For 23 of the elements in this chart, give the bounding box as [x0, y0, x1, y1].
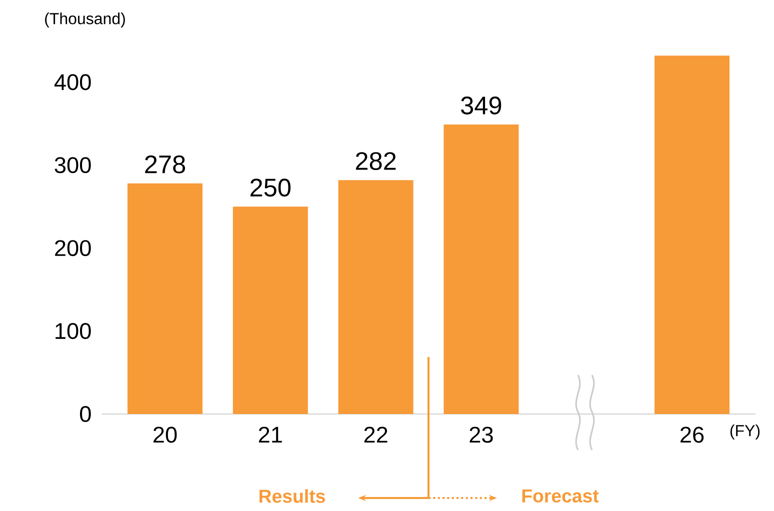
text: (Thousand)	[45, 12, 125, 28]
text: Forecast	[522, 489, 599, 503]
x-tick-label: 26	[680, 426, 704, 443]
x-tick-label: 23	[470, 426, 493, 443]
y-tick-label: 100	[56, 323, 91, 340]
x-tick-label: 21	[258, 426, 282, 443]
data-label: 282	[356, 152, 396, 170]
y-tick-label: 400	[54, 74, 91, 90]
x-tick-label: 20	[154, 426, 177, 443]
y-tick-label: 200	[55, 240, 91, 256]
x-tick-label: 22	[364, 426, 388, 443]
data-label: 349	[461, 96, 502, 114]
bar	[444, 124, 519, 414]
y-tick-label: 0	[80, 406, 91, 422]
bar	[654, 56, 730, 414]
data-label: 278	[145, 155, 186, 174]
bar	[232, 206, 308, 414]
text: Results	[260, 489, 325, 503]
bar	[338, 180, 414, 414]
bar	[128, 183, 203, 414]
text: (FY)	[730, 424, 760, 440]
data-label: 250	[250, 178, 291, 197]
y-tick-label: 300	[54, 157, 91, 174]
